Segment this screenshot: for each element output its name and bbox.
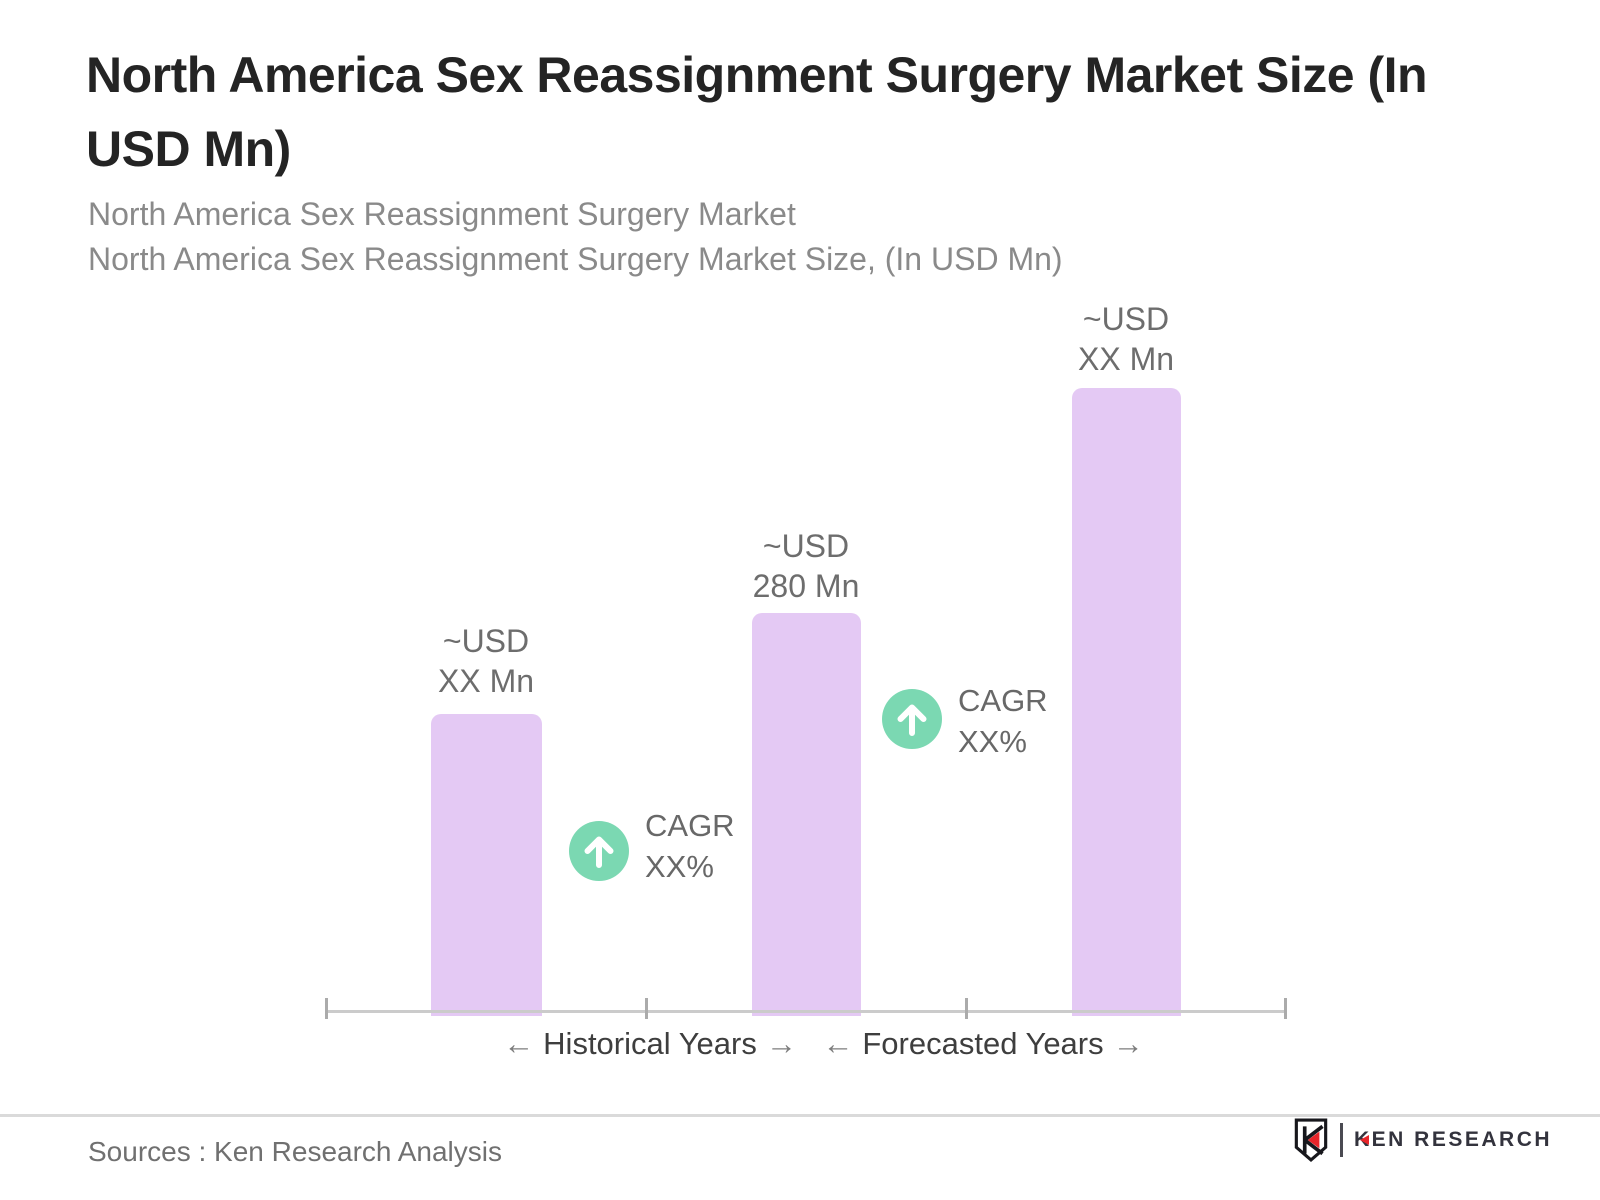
cagr-label-2-line2: XX% [958, 724, 1027, 759]
logo-separator [1340, 1123, 1343, 1157]
page-title: North America Sex Reassignment Surgery M… [86, 38, 1566, 186]
right-arrow-icon: → [765, 1026, 797, 1061]
footer-divider [0, 1114, 1600, 1117]
bar-historical-start [431, 714, 542, 1016]
bar-value-label-1: ~USD XX Mn [366, 621, 606, 701]
up-arrow-icon [897, 704, 927, 736]
bar-value-label-1-line1: ~USD [442, 623, 530, 659]
cagr-up-arrow-icon-1 [569, 821, 629, 881]
bar-value-label-2: ~USD 280 Mn [686, 526, 926, 606]
x-axis-group-forecasted: ← Forecasted Years → [783, 1026, 1183, 1062]
chart-subtitle-2: North America Sex Reassignment Surgery M… [88, 241, 1063, 277]
bar-value-label-3-line1: ~USD [1082, 301, 1170, 337]
brand-k-red-triangle-icon [1360, 1135, 1369, 1145]
x-axis-group-forecasted-label: Forecasted Years [862, 1026, 1104, 1061]
bar-value-label-3: ~USD XX Mn [1006, 299, 1246, 379]
bar-value-label-3-line2: XX Mn [1077, 341, 1175, 377]
bar-value-label-2-line1: ~USD [762, 528, 850, 564]
left-arrow-icon: ← [822, 1026, 854, 1061]
up-arrow-icon [584, 836, 614, 868]
page-title-line2: USD Mn) [86, 121, 291, 177]
page-title-line1: North America Sex Reassignment Surgery M… [86, 47, 1428, 103]
x-axis-tick-1 [325, 998, 328, 1019]
bar-value-label-1-line2: XX Mn [437, 663, 535, 699]
cagr-label-2-line1: CAGR [958, 683, 1048, 718]
brand-wordmark-wrap: KEN RESEARCH [1354, 1128, 1552, 1152]
cagr-label-1-line1: CAGR [645, 808, 735, 843]
x-axis-group-historical-label: Historical Years [543, 1026, 757, 1061]
x-axis-line [326, 1010, 1286, 1013]
cagr-label-2: CAGR XX% [958, 680, 1048, 762]
cagr-up-arrow-icon-2 [882, 689, 942, 749]
left-arrow-icon: ← [503, 1026, 535, 1061]
x-axis-group-historical: ← Historical Years → [450, 1026, 850, 1062]
x-axis-tick-4 [1284, 998, 1287, 1019]
x-axis-tick-3 [965, 998, 968, 1019]
bar-value-label-2-line2: 280 Mn [752, 568, 860, 604]
ken-research-shield-icon [1294, 1118, 1328, 1162]
brand-wordmark: KEN RESEARCH [1354, 1128, 1553, 1151]
chart-subtitle-1: North America Sex Reassignment Surgery M… [88, 196, 796, 232]
ken-research-logo: KEN RESEARCH [1293, 1116, 1552, 1164]
x-axis-tick-2 [645, 998, 648, 1019]
bar-base-year [752, 613, 861, 1016]
sources-note: Sources : Ken Research Analysis [88, 1136, 502, 1167]
right-arrow-icon: → [1112, 1026, 1144, 1061]
bar-forecast-end [1072, 388, 1181, 1016]
cagr-label-1: CAGR XX% [645, 805, 735, 887]
cagr-label-1-line2: XX% [645, 849, 714, 884]
